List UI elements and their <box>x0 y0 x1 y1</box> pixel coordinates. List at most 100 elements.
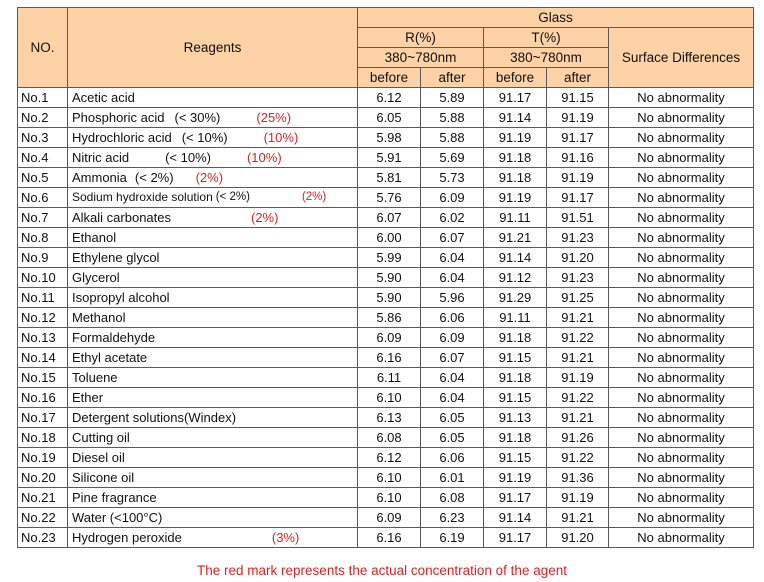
r-before: 5.86 <box>357 307 421 328</box>
table-row: No.12 Methanol 5.86 6.06 91.11 91.21 No abnorm… <box>17 307 755 328</box>
r-after: 6.07 <box>420 227 484 248</box>
table-row: No.13 Formaldehyde 6.09 6.09 91.18 91.22 No ab… <box>17 327 755 348</box>
t-before: 91.17 <box>483 527 547 548</box>
table-row: No.16 Ether 6.10 6.04 91.15 91.22 No abnormali… <box>17 387 755 408</box>
r-before: 6.00 <box>357 227 421 248</box>
r-before: 6.10 <box>357 487 421 508</box>
reagent-cell: Sodium hydroxide solution (< 2%) (2%) <box>67 187 358 208</box>
r-after: 6.04 <box>420 247 484 268</box>
table-row: No.9 Ethylene glycol 5.99 6.04 91.14 91.20 No … <box>17 247 755 268</box>
reagent-name: Alkali carbonates <box>72 210 171 225</box>
reagent-name: Ethanol <box>72 230 117 245</box>
t-after: 91.15 <box>546 87 609 108</box>
r-before: 6.12 <box>357 447 421 468</box>
reagent-cell: Methanol <box>67 307 358 328</box>
t-after: 91.22 <box>546 447 609 468</box>
reagent-cell: Acetic acid <box>67 87 358 108</box>
r-after: 6.04 <box>420 367 484 388</box>
row-number: No.13 <box>17 327 68 348</box>
r-after: 6.04 <box>420 387 484 408</box>
header-surface-differences: Surface Differences <box>607 27 755 88</box>
reagent-cell: Ethyl acetate <box>67 347 358 368</box>
surface-difference: No abnormality <box>607 207 755 228</box>
r-after: 6.09 <box>420 327 484 348</box>
t-before: 91.14 <box>483 107 547 128</box>
r-before: 6.13 <box>357 407 421 428</box>
row-number: No.16 <box>17 387 68 408</box>
reagent-name: Formaldehyde <box>72 330 156 345</box>
reagent-name: Toluene <box>72 370 118 385</box>
r-after: 6.05 <box>420 427 484 448</box>
table-row: No.18 Cutting oil 6.08 6.05 91.18 91.26 No abn… <box>17 427 755 448</box>
reagent-cell: Hydrogen peroxide (3%) <box>67 527 358 548</box>
reagent-cell: Silicone oil <box>67 467 358 488</box>
r-after: 5.96 <box>420 287 484 308</box>
t-before: 91.18 <box>483 327 547 348</box>
reagent-name: Cutting oil <box>72 430 130 445</box>
header-glass: Glass <box>356 7 755 28</box>
surface-difference: No abnormality <box>607 127 755 148</box>
reagent-name: Silicone oil <box>72 470 135 485</box>
header-r-after: after <box>420 67 484 88</box>
surface-difference: No abnormality <box>607 367 755 388</box>
actual-concentration: (3%) <box>271 530 300 545</box>
row-number: No.22 <box>17 507 68 528</box>
surface-difference: No abnormality <box>607 107 755 128</box>
table-row: No.20 Silicone oil 6.10 6.01 91.19 91.36 No ab… <box>17 467 755 488</box>
t-after: 91.19 <box>546 107 609 128</box>
surface-difference: No abnormality <box>607 87 755 108</box>
t-before: 91.13 <box>483 407 547 428</box>
header-t-before: before <box>483 67 547 88</box>
r-before: 6.11 <box>357 367 421 388</box>
reagent-name: Ether <box>72 390 104 405</box>
r-before: 5.91 <box>357 147 421 168</box>
r-before: 6.10 <box>357 387 421 408</box>
table-row: No.4 Nitric acid (< 10%) (10%) 5.91 5.69 91.18… <box>17 147 755 168</box>
reagent-name: Isopropyl alcohol <box>72 290 170 305</box>
surface-difference: No abnormality <box>607 287 755 308</box>
r-before: 5.99 <box>357 247 421 268</box>
r-before: 5.81 <box>357 167 421 188</box>
actual-concentration: (2%) <box>195 170 224 185</box>
header-t-range: 380~780nm <box>483 47 609 68</box>
reagent-cell: Hydrochloric acid (< 10%) (10%) <box>67 127 358 148</box>
r-after: 6.07 <box>420 347 484 368</box>
t-after: 91.20 <box>546 247 609 268</box>
t-after: 91.51 <box>546 207 609 228</box>
reagent-name: Water (<100°C) <box>72 510 163 525</box>
r-after: 5.88 <box>420 107 484 128</box>
surface-difference: No abnormality <box>607 507 755 528</box>
table-row: No.6 Sodium hydroxide solution (< 2%) (2%) 5… <box>17 187 755 208</box>
r-before: 5.90 <box>357 287 421 308</box>
t-before: 91.14 <box>483 247 547 268</box>
row-number: No.19 <box>17 447 68 468</box>
r-after: 6.23 <box>420 507 484 528</box>
reagent-cell: Ethylene glycol <box>67 247 358 268</box>
t-after: 91.21 <box>546 347 609 368</box>
r-after: 6.04 <box>420 267 484 288</box>
reagent-name: Hydrogen peroxide <box>72 530 182 545</box>
reagent-cell: Glycerol <box>67 267 358 288</box>
surface-difference: No abnormality <box>607 447 755 468</box>
row-number: No.18 <box>17 427 68 448</box>
table-row: No.2 Phosphoric acid (< 30%) (25%) 6.05 5.88 9… <box>17 107 755 128</box>
row-number: No.2 <box>17 107 68 128</box>
reagent-resistance-table: NO. Reagents Glass R(%) T(%) Surface Dif… <box>17 7 755 548</box>
row-number: No.9 <box>17 247 68 268</box>
t-before: 91.15 <box>483 387 547 408</box>
t-before: 91.29 <box>483 287 547 308</box>
t-before: 91.19 <box>483 187 547 208</box>
actual-concentration: (10%) <box>263 130 299 145</box>
surface-difference: No abnormality <box>607 187 755 208</box>
r-before: 6.12 <box>357 87 421 108</box>
reagent-cell: Formaldehyde <box>67 327 358 348</box>
row-number: No.1 <box>17 87 68 108</box>
table-header: NO. Reagents Glass R(%) T(%) Surface Dif… <box>17 7 755 88</box>
header-r: R(%) <box>357 27 484 48</box>
r-before: 6.09 <box>357 327 421 348</box>
header-no: NO. <box>17 7 68 88</box>
reagent-cell: Ethanol <box>67 227 358 248</box>
reagent-name: Acetic acid <box>72 90 135 105</box>
table-row: No.11 Isopropyl alcohol 5.90 5.96 91.29 91.25… <box>17 287 755 308</box>
row-number: No.21 <box>17 487 68 508</box>
